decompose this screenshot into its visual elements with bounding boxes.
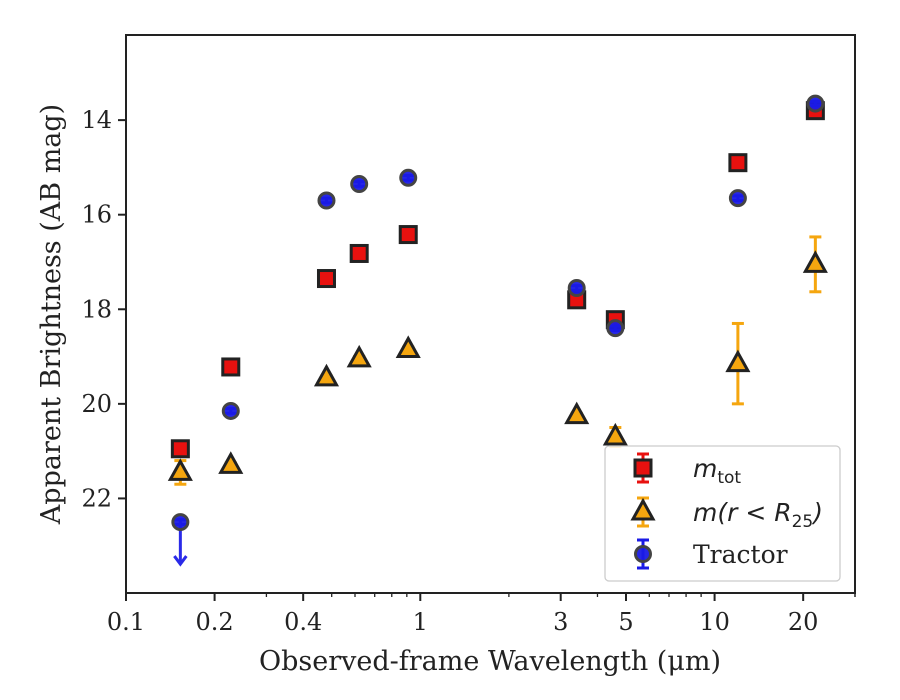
y-tick-label: 18 — [81, 295, 112, 323]
x-axis-label: Observed-frame Wavelength (μm) — [259, 646, 721, 677]
legend: mtot m(r < R25) Tractor — [604, 445, 841, 582]
data-point-square — [398, 225, 418, 245]
x-tick-label: 3 — [553, 608, 568, 636]
legend-marker-square — [633, 458, 653, 478]
data-point-triangle — [395, 335, 421, 358]
x-tick-label: 20 — [788, 608, 819, 636]
legend-label: Tractor — [693, 540, 788, 569]
data-point-triangle — [167, 458, 193, 481]
y-tick-label: 14 — [81, 106, 112, 134]
data-point-square — [349, 243, 369, 263]
data-point-square — [170, 439, 190, 459]
legend-marker-triangle — [630, 497, 656, 521]
legend-box — [604, 445, 841, 582]
data-point-square — [316, 269, 336, 289]
y-tick-label: 22 — [81, 484, 112, 512]
x-axis: 0.1 0.2 0.4 1 3 5 10 20 — [107, 593, 856, 636]
legend-label: m(r < R25) — [693, 498, 823, 532]
data-point-triangle — [725, 349, 751, 373]
data-point-circle — [806, 94, 825, 113]
upper-limit-arrowhead — [173, 555, 188, 567]
data-point-circle — [728, 189, 747, 208]
series-triangle — [167, 235, 828, 486]
data-point-triangle — [602, 422, 628, 446]
data-point-circle — [171, 513, 190, 532]
data-point-circle — [221, 401, 240, 420]
x-tick-label: 0.1 — [107, 608, 145, 636]
data-point-triangle — [802, 250, 828, 273]
plot-frame — [125, 34, 856, 594]
data-point-triangle — [346, 344, 372, 368]
x-tick-label: 5 — [618, 608, 633, 636]
y-tick-label: 20 — [81, 390, 112, 418]
chart-marks — [167, 94, 828, 567]
x-tick-label: 1 — [413, 608, 428, 636]
x-tick-label: 10 — [699, 608, 730, 636]
y-tick-label: 16 — [81, 201, 112, 229]
series-square — [170, 101, 825, 459]
data-point-triangle — [564, 401, 590, 425]
x-tick-label: 0.4 — [284, 608, 322, 636]
data-point-circle — [606, 319, 625, 338]
series-circle — [171, 94, 825, 567]
data-point-square — [728, 153, 748, 173]
data-point-circle — [317, 191, 336, 210]
x-tick-label: 0.2 — [196, 608, 234, 636]
y-axis-label: Apparent Brightness (AB mag) — [36, 104, 67, 525]
legend-marker-circle — [634, 545, 652, 563]
data-point-circle — [399, 168, 418, 187]
data-point-circle — [567, 278, 586, 297]
data-point-square — [221, 357, 241, 377]
y-axis: 14 16 18 20 22 — [81, 106, 126, 512]
data-point-triangle — [218, 451, 244, 474]
legend-label: mtot — [693, 454, 741, 488]
data-point-triangle — [313, 363, 340, 387]
data-point-circle — [350, 174, 369, 193]
